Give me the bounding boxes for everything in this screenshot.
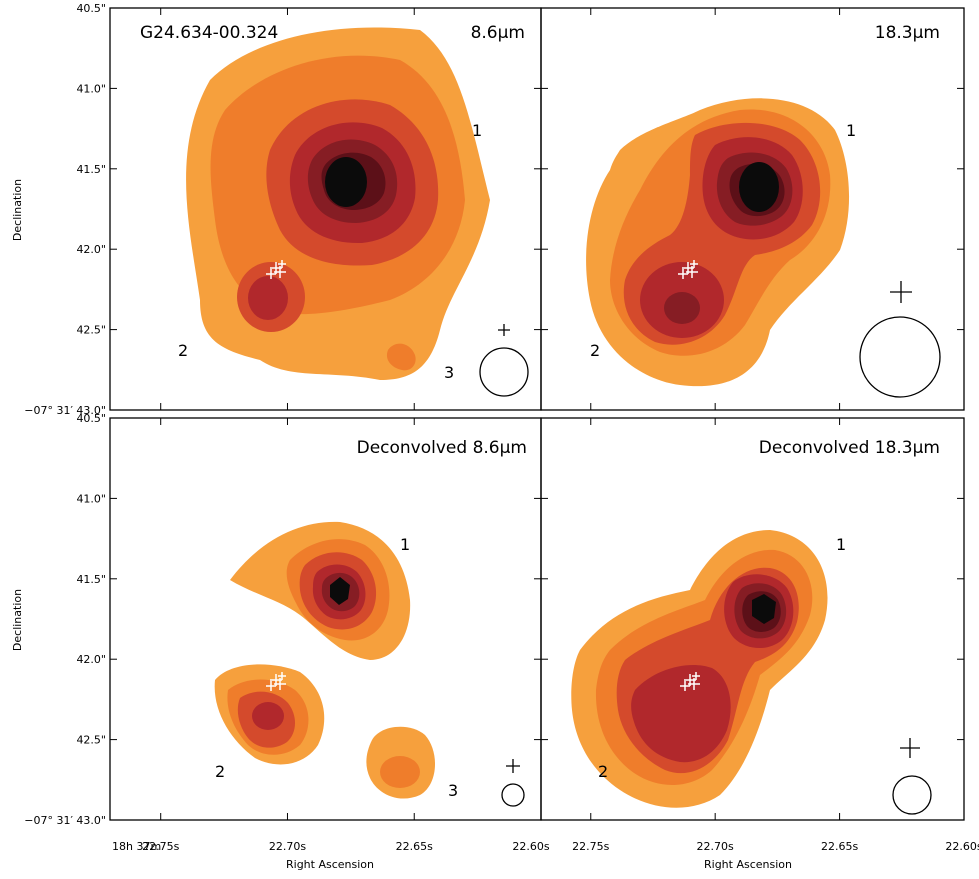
y-tick-label: 41.0" <box>76 82 106 95</box>
contour-levels <box>186 27 490 380</box>
y-tick-label: 41.5" <box>76 573 106 586</box>
panel-title: 18.3μm <box>875 23 940 43</box>
y-tick-label: 42.0" <box>76 243 106 256</box>
target-label: G24.634-00.324 <box>140 23 278 43</box>
maser-marks <box>680 672 700 691</box>
maser-marks <box>266 260 286 279</box>
secondary-level-4 <box>248 276 288 320</box>
panel-title: Deconvolved 8.6μm <box>357 438 527 458</box>
third-source-level-2 <box>386 343 416 371</box>
maser-marks <box>678 260 698 279</box>
x-tick-label: 22.75s <box>572 840 609 853</box>
secondary-level-5 <box>664 292 700 324</box>
x-axis-title-right: Right Ascension <box>704 858 792 871</box>
y-axis-title-top: Declination <box>11 179 24 241</box>
axes: 40.5"41.0"41.5"42.0"42.5"−07° 31′ 43.0"4… <box>24 2 979 853</box>
source-label-3: 3 <box>448 781 458 800</box>
panel-deconvolved-18-3um: 1 2 Deconvolved 18.3μm <box>571 438 940 815</box>
beam-circle <box>501 783 525 807</box>
beam-marker <box>892 738 932 815</box>
y-tick-label: −07° 31′ 43.0" <box>24 814 106 827</box>
panel-title: 8.6μm <box>471 23 525 43</box>
panel-frame-4 <box>540 417 965 821</box>
beam-marker <box>859 281 941 398</box>
beam-cross <box>506 759 520 773</box>
panel-8-6um: 1 2 3 G24.634-00.324 8.6μm <box>140 23 529 397</box>
contour-levels <box>586 98 850 387</box>
y-tick-label: 41.5" <box>76 163 106 176</box>
panel-deconvolved-8-6um: 1 2 3 Deconvolved 8.6μm <box>214 438 527 807</box>
x-tick-label: 22.65s <box>821 840 858 853</box>
source-label-1: 1 <box>400 535 410 554</box>
source-label-1: 1 <box>846 121 856 140</box>
x-tick-label: 22.60s <box>512 840 549 853</box>
x-tick-label: 22.75s <box>142 840 179 853</box>
beam-cross <box>900 738 920 758</box>
y-tick-label: 40.5" <box>76 412 106 425</box>
x-tick-label: 22.70s <box>697 840 734 853</box>
beam-cross <box>890 281 912 303</box>
source-label-2: 2 <box>598 762 608 781</box>
beam-marker <box>501 759 525 807</box>
maser-marks <box>266 672 286 691</box>
y-tick-label: 42.5" <box>76 324 106 337</box>
y-axis-title-bottom: Declination <box>11 589 24 651</box>
x-axis-prefix: 18h 37m <box>112 840 161 853</box>
x-axis-title-left: Right Ascension <box>286 858 374 871</box>
beam-cross <box>498 324 510 336</box>
x-tick-label: 22.70s <box>269 840 306 853</box>
beam-marker <box>479 324 529 397</box>
contour-levels <box>214 521 436 799</box>
contour-peak <box>325 157 367 207</box>
y-tick-label: 41.0" <box>76 492 106 505</box>
panel-frame-2 <box>540 7 965 411</box>
contour-peak <box>330 577 350 605</box>
source-label-1: 1 <box>836 535 846 554</box>
y-tick-label: −07° 31′ 43.0" <box>24 404 106 417</box>
y-tick-label: 42.0" <box>76 653 106 666</box>
panel-18-3um: 1 2 18.3μm <box>586 23 941 398</box>
contour-level-4 <box>631 664 731 763</box>
contour-peak <box>739 162 779 212</box>
secondary-level-4 <box>252 702 284 730</box>
source-label-2: 2 <box>178 341 188 360</box>
contour-levels <box>571 530 828 808</box>
beam-circle <box>892 775 932 815</box>
third-source-level-2 <box>380 756 420 788</box>
panel-title: Deconvolved 18.3μm <box>759 438 940 458</box>
source-label-3: 3 <box>444 363 454 382</box>
x-tick-label: 22.60s <box>945 840 979 853</box>
x-tick-label: 22.65s <box>396 840 433 853</box>
source-label-2: 2 <box>590 341 600 360</box>
isolated-blob <box>648 127 663 139</box>
beam-circle <box>479 347 529 397</box>
y-tick-label: 42.5" <box>76 734 106 747</box>
y-tick-label: 40.5" <box>76 2 106 15</box>
source-label-1: 1 <box>472 121 482 140</box>
contour-peak <box>752 594 776 624</box>
source-label-2: 2 <box>215 762 225 781</box>
beam-circle <box>859 316 941 398</box>
